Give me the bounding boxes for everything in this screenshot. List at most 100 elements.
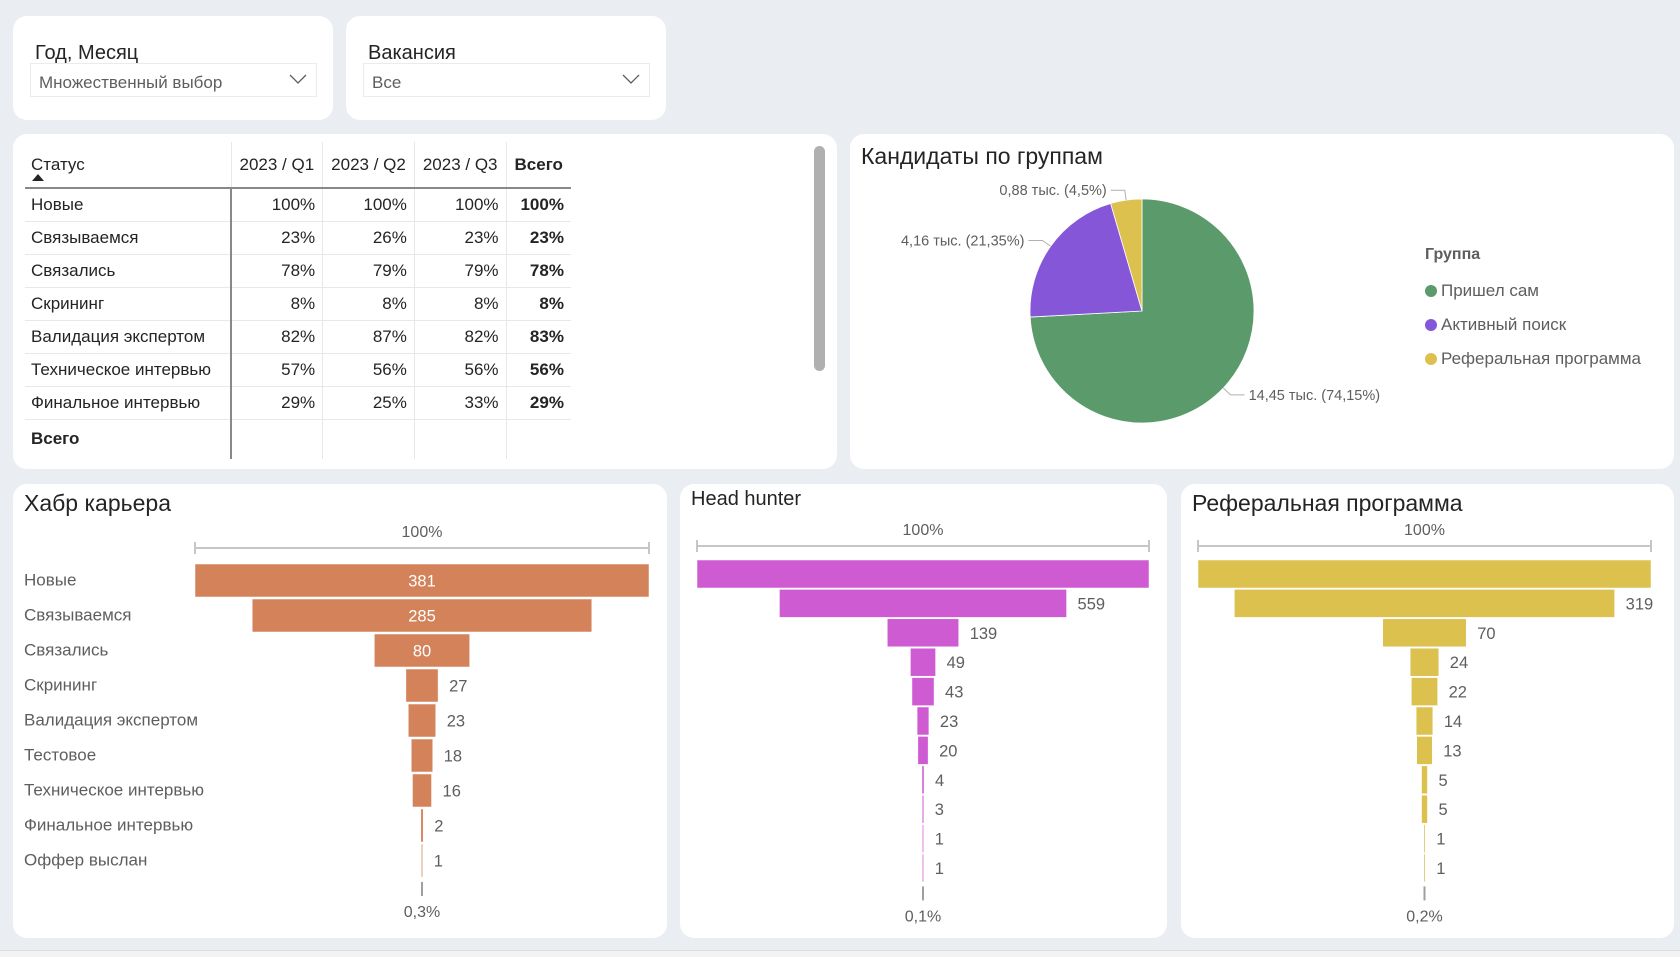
cell-q2: 56% [322, 353, 415, 387]
funnel-value-label: 18 [444, 748, 462, 766]
funnel-bar [411, 738, 433, 773]
cell-q2: 100% [322, 188, 415, 222]
funnel-value-label: 2 [434, 818, 443, 836]
cell-total: 83% [505, 320, 571, 354]
cell-q3: 82% [413, 320, 507, 354]
funnel-value-label: 139 [970, 625, 998, 643]
cell-total [505, 419, 571, 459]
funnel-bar [696, 559, 1150, 589]
funnel-value-label: 23 [447, 713, 465, 731]
cell-q2 [322, 419, 415, 459]
funnel-value-label: 1 [1436, 831, 1445, 849]
chevron-down-icon [622, 74, 640, 84]
funnel-value-label: 14 [1444, 713, 1462, 731]
cell-q3: 33% [413, 386, 507, 420]
funnel-value-label: 1 [935, 860, 944, 878]
funnel-value-label: 70 [1477, 625, 1495, 643]
cell-q1: 8% [230, 287, 323, 321]
funnel-bar [916, 706, 930, 736]
legend-label: Пришел сам [1441, 281, 1539, 300]
funnel-value-label: 43 [945, 684, 963, 702]
legend-item-referral[interactable]: Реферальная программа [1425, 349, 1641, 369]
habr-funnel-card: Хабр карьера 100% 381 Новые 285 Связываемся 8… [13, 484, 667, 938]
habr-funnel-chart: 100% 381 Новые 285 Связываемся 80 Связались 27 С… [24, 524, 650, 921]
cell-q3: 23% [413, 221, 507, 255]
funnel-value-label: 22 [1449, 684, 1467, 702]
cell-q2: 8% [322, 287, 415, 321]
funnel-value-label: 1 [1436, 860, 1445, 878]
cell-q1: 100% [230, 188, 323, 222]
funnel-value-label: 5 [1438, 801, 1447, 819]
row-label: Всего [25, 419, 232, 459]
cell-total: 78% [505, 254, 571, 288]
vertical-scrollbar[interactable] [814, 146, 825, 371]
column-header-status[interactable]: Статус [25, 142, 231, 189]
page-footer-strip [0, 950, 1680, 957]
slicer-title: Год, Месяц [35, 42, 139, 64]
funnel-bar [420, 808, 424, 843]
funnel-bar [921, 765, 925, 795]
column-header-q3[interactable]: 2023 / Q3 [413, 142, 507, 189]
grand-total-row: Всего [25, 419, 571, 459]
cell-total: 29% [505, 386, 571, 420]
funnel-top-percent-label: 100% [903, 522, 944, 539]
funnel-category-label: Тестовое [24, 746, 96, 765]
column-header-total[interactable]: Всего [505, 142, 571, 189]
pie-label-self: 14,45 тыс. (74,15%) [1249, 388, 1381, 404]
cell-total: 8% [505, 287, 571, 321]
funnel-value-label: 27 [449, 678, 467, 696]
funnel-value-label: 1 [434, 853, 443, 871]
legend-label: Активный поиск [1441, 315, 1567, 334]
legend-item-active[interactable]: Активный поиск [1425, 315, 1566, 335]
cell-total: 23% [505, 221, 571, 255]
row-label: Финальное интервью [25, 386, 232, 420]
table-row: Скрининг 8% 8% 8% 8% [25, 287, 571, 321]
funnel-category-label: Связались [24, 641, 108, 660]
pie-leader-line [1028, 239, 1051, 247]
cell-q3: 79% [413, 254, 507, 288]
funnel-value-label: 319 [1626, 595, 1654, 613]
funnel-top-percent-label: 100% [1404, 522, 1445, 539]
funnel-value-label: 4 [935, 772, 944, 790]
table-row: Финальное интервью 29% 25% 33% 29% [25, 386, 571, 420]
funnel-bar [1234, 589, 1615, 618]
chart-title: Хабр карьера [24, 490, 171, 516]
pie-chart: 14,45 тыс. (74,15%) 4,16 тыс. (21,35%) 0,8… [901, 183, 1381, 424]
slicer-year-month: Год, Месяц Множественный выбор [13, 16, 333, 120]
funnel-bar [1415, 706, 1434, 736]
cell-q2: 87% [322, 320, 415, 354]
cell-total: 56% [505, 353, 571, 387]
table-row: Валидация экспертом 82% 87% 82% 83% [25, 320, 571, 354]
row-label: Техническое интервью [25, 353, 232, 387]
dropdown-value: Все [372, 73, 402, 92]
funnel-value-label: 285 [408, 608, 436, 626]
funnel-bar [374, 633, 470, 668]
funnel-value-label: 20 [939, 742, 957, 760]
pie-leader-line [1222, 387, 1245, 396]
funnel-value-label: 24 [1450, 654, 1468, 672]
column-header-q2[interactable]: 2023 / Q2 [322, 142, 415, 189]
funnel-category-label: Финальное интервью [24, 816, 193, 835]
cell-q1: 82% [230, 320, 323, 354]
matrix-header-row: Статус 2023 / Q1 2023 / Q2 2023 / Q3 Все… [25, 142, 571, 189]
candidates-by-group-card: Кандидаты по группам 14,45 тыс. (74,15%)… [850, 134, 1674, 469]
table-row: Связываемся 23% 26% 23% 23% [25, 221, 571, 255]
funnel-bar [405, 668, 439, 703]
row-label: Скрининг [25, 287, 232, 321]
referral-funnel-chart: 100% 319 70 24 22 14 13 5 5 1 1 0,2% [1197, 522, 1654, 925]
legend-item-self[interactable]: Пришел сам [1425, 281, 1539, 301]
funnel-category-label: Связываемся [24, 606, 131, 625]
cell-q1: 29% [230, 386, 323, 420]
funnel-bottom-percent-label: 0,1% [905, 908, 941, 925]
vacancy-dropdown[interactable]: Все [363, 63, 650, 97]
column-header-q1[interactable]: 2023 / Q1 [230, 142, 323, 189]
referral-funnel-card: Реферальная программа 100% 319 70 24 22 14 13 5… [1181, 484, 1674, 938]
cell-q1: 78% [230, 254, 323, 288]
year-month-dropdown[interactable]: Множественный выбор [30, 63, 317, 97]
funnel-value-label: 49 [947, 654, 965, 672]
funnel-bar [1421, 794, 1428, 824]
funnel-bar [1411, 677, 1438, 706]
dropdown-value: Множественный выбор [39, 73, 223, 92]
funnel-value-label: 381 [408, 573, 436, 591]
